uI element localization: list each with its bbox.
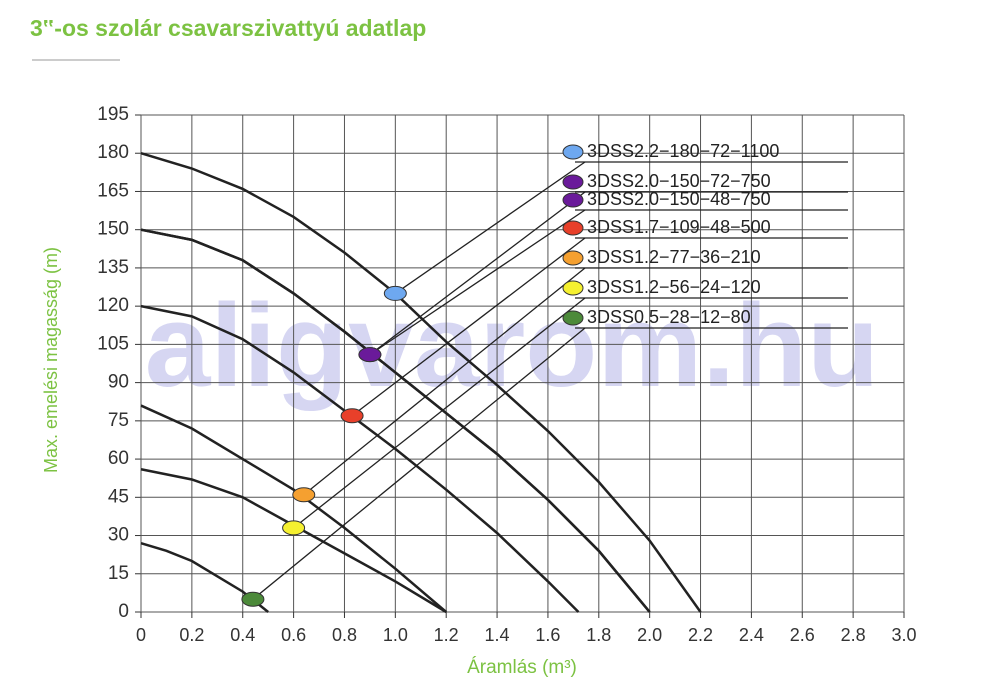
legend-label: 3DSS2.2−180−72−1100	[587, 141, 779, 161]
y-tick-label: 75	[108, 410, 129, 431]
leader-line	[369, 209, 586, 356]
y-tick-label: 60	[108, 448, 129, 469]
legend-marker	[562, 310, 584, 326]
y-tick-label: 30	[108, 525, 129, 546]
data-point	[383, 285, 407, 301]
y-tick-label: 120	[97, 295, 129, 316]
legend-label: 3DSS1.2−56−24−120	[587, 277, 761, 297]
y-tick-label: 195	[97, 104, 129, 125]
y-tick-label: 105	[97, 333, 129, 354]
legend-marker	[562, 174, 584, 190]
leader-line	[394, 161, 586, 294]
x-tick-label: 2.0	[637, 625, 662, 645]
data-point	[282, 520, 306, 536]
data-point	[241, 591, 265, 607]
x-tick-label: 1.0	[383, 625, 408, 645]
legend-label: 3DSS0.5−28−12−80	[587, 307, 751, 327]
y-tick-label: 135	[97, 257, 129, 278]
x-tick-label: 1.4	[485, 625, 510, 645]
legend-marker	[562, 144, 584, 160]
y-tick-label: 0	[118, 601, 129, 622]
leader-line	[252, 327, 586, 600]
data-point	[292, 487, 316, 503]
x-tick-label: 0.4	[230, 625, 255, 645]
x-tick-label: 2.2	[688, 625, 713, 645]
y-tick-label: 90	[108, 372, 129, 393]
curve	[140, 228, 651, 613]
leader-line	[369, 191, 586, 356]
x-tick-label: 2.4	[739, 625, 764, 645]
x-tick-label: 1.6	[535, 625, 560, 645]
x-tick-label: 2.8	[841, 625, 866, 645]
x-tick-label: 0.6	[281, 625, 306, 645]
leader-line	[293, 297, 586, 529]
legend-marker	[562, 280, 584, 296]
watermark: aligvarom.hu	[145, 280, 879, 412]
x-tick-label: 0	[136, 625, 146, 645]
legend-label: 3DSS2.0−150−48−750	[587, 189, 771, 209]
legend-marker	[562, 220, 584, 236]
legend-marker	[562, 250, 584, 266]
leader-line	[351, 237, 586, 417]
x-tick-label: 1.8	[586, 625, 611, 645]
y-axis-label: Max. emelési magasság (m)	[41, 247, 61, 473]
legend-label: 3DSS1.7−109−48−500	[587, 217, 771, 237]
chart-title: 3‟-os szolár csavarszivattyú adatlap	[30, 15, 426, 41]
x-tick-label: 2.6	[790, 625, 815, 645]
curve	[140, 304, 580, 613]
x-tick-label: 0.8	[332, 625, 357, 645]
legend-label: 3DSS1.2−77−36−210	[587, 247, 761, 267]
y-tick-label: 45	[108, 486, 129, 507]
y-tick-label: 15	[108, 563, 129, 584]
x-axis-label: Áramlás (m³)	[467, 657, 577, 678]
y-tick-label: 165	[97, 180, 129, 201]
legend-label: 3DSS2.0−150−72−750	[587, 171, 771, 191]
legend-marker	[562, 192, 584, 208]
curve	[140, 152, 702, 613]
curve	[140, 404, 448, 613]
x-tick-label: 1.2	[434, 625, 459, 645]
data-point	[340, 408, 364, 424]
y-tick-label: 180	[97, 142, 129, 163]
data-point	[358, 347, 382, 363]
x-tick-label: 3.0	[891, 625, 916, 645]
leader-line	[303, 267, 586, 496]
x-tick-label: 0.2	[179, 625, 204, 645]
y-tick-label: 150	[97, 219, 129, 240]
